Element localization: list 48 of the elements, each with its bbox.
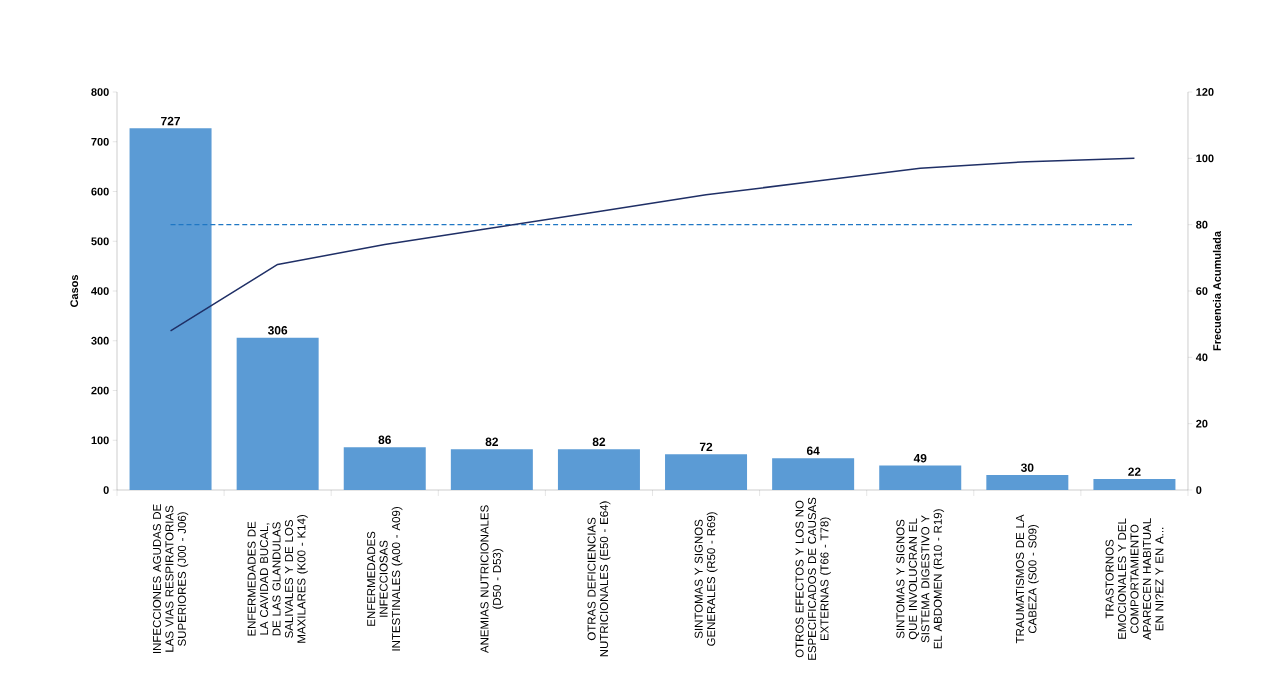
bar: [665, 454, 748, 490]
y2-tick-label: 0: [1196, 486, 1202, 494]
y2-tick-label: 20: [1196, 419, 1208, 428]
y-tick-label: 600: [91, 187, 109, 196]
y-tick-label: 700: [91, 137, 109, 146]
y2-tick-label: 80: [1196, 220, 1208, 229]
bar: [236, 337, 319, 490]
data-label: 306: [267, 326, 288, 335]
x-tick-label: ENFERMEDADES INFECCIOSAS INTESTINALES (A00 - A09): [367, 507, 403, 651]
bar: [1093, 479, 1176, 490]
data-label: 30: [1020, 463, 1034, 472]
x-tick-label: ENFERMEDADES DE LA CAVIDAD BUCAL, DE LAS GLANDULAS SALIVALES Y DE LOS MAXILARES (K00 - K14): [247, 515, 308, 643]
y-tick-label: 400: [91, 287, 109, 295]
y2-tick-label: 60: [1196, 287, 1208, 295]
x-tick-label: ANEMIAS NUTRICIONALES (D50 - D53): [480, 505, 504, 654]
bar: [879, 465, 962, 490]
y2-tick-label: 120: [1196, 88, 1214, 96]
bar: [557, 449, 640, 490]
data-label: 86: [378, 435, 391, 445]
data-label: 727: [161, 116, 180, 126]
data-label: 49: [913, 453, 927, 463]
data-label: 22: [1128, 467, 1141, 476]
y-tick-label: 100: [91, 436, 109, 445]
bar: [986, 475, 1069, 490]
bar: [772, 458, 855, 490]
x-tick-label: TRASTORNOS EMOCIONALES Y DEL COMPORTAMIENTO APARECEN HABITUAL EN NI?EZ Y EN A...: [1105, 518, 1164, 640]
x-tick-label: OTROS EFECTOS Y LOS NO ESPECIFICADOS DE CAUSAS EXTERNAS (T66 - T78): [795, 497, 831, 660]
y2-tick-label: 40: [1195, 353, 1208, 362]
data-label: 72: [699, 442, 713, 451]
bar: [450, 449, 533, 490]
x-tick-label: SINTOMAS Y SIGNOS GENERALES (R50 - R69): [694, 512, 718, 646]
bar: [129, 128, 212, 490]
y-tick-label: 500: [91, 237, 109, 246]
bar: [343, 447, 426, 490]
y2-tick-label: 100: [1196, 154, 1214, 163]
x-tick-label: OTRAS DEFICIENCIAS NUTRICIONALES (E50 - E64): [587, 501, 611, 657]
y2-axis-title: Frecuencia Acumulada: [1212, 230, 1221, 351]
y-tick-label: 200: [91, 386, 109, 395]
y-axis-title: Casos: [70, 275, 79, 307]
x-tick-label: TRAUMATISMOS DE LA CABEZA (S00 - S09): [1015, 514, 1039, 644]
y-tick-label: 0: [103, 486, 109, 494]
y-tick-label: 800: [91, 88, 109, 96]
x-tick-label: SINTOMAS Y SIGNOS QUE INVOLUCRAN EL SISTEMA DIGESTIVO Y EL ABDOMEN (R10 - R19): [896, 509, 945, 649]
data-label: 82: [592, 437, 606, 447]
y-tick-label: 300: [91, 336, 109, 345]
data-label: 82: [485, 437, 499, 447]
data-label: 64: [806, 446, 820, 455]
x-tick-label: INFECCIONES AGUDAS DE LAS VIAS RESPIRATORIAS SUPERIORES (J00 - J06): [152, 504, 189, 653]
